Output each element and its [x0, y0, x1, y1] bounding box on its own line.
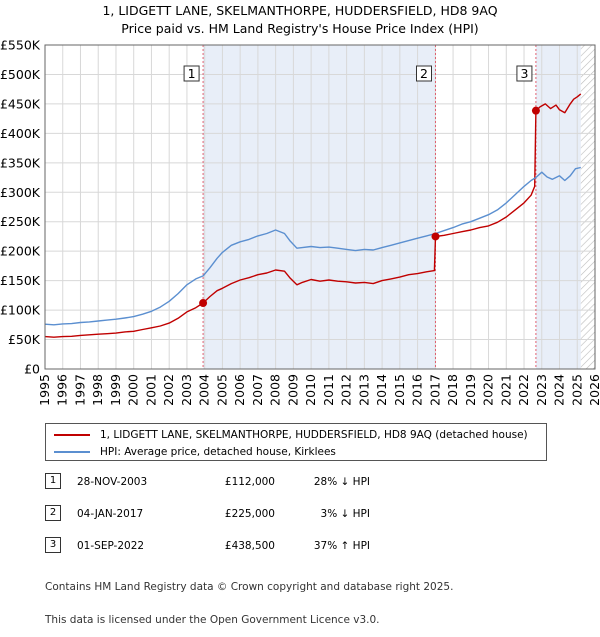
y-tick-label: £300K — [0, 185, 41, 200]
x-tick-label: 2014 — [374, 374, 389, 406]
y-tick-label: £50K — [8, 332, 41, 347]
sale-badge-box-1 — [183, 65, 200, 82]
sale-price: £225,000 — [224, 508, 275, 520]
x-tick-label: 1997 — [72, 374, 87, 406]
legend-label-hpi: HPI: Average price, detached house, Kirk… — [100, 446, 336, 458]
x-tick-label: 2012 — [339, 374, 354, 406]
x-tick-label: 2003 — [179, 374, 194, 406]
x-tick-label: 1995 — [37, 374, 52, 406]
x-tick-label: 2016 — [410, 374, 425, 406]
x-tick-label: 2013 — [356, 374, 371, 406]
sale-date: 01-SEP-2022 — [77, 540, 145, 552]
x-tick-label: 2017 — [427, 374, 442, 406]
y-tick-label: £200K — [0, 244, 41, 259]
sale-number-badge: 2 — [45, 505, 61, 521]
y-tick-label: £450K — [0, 96, 41, 111]
x-tick-label: 2001 — [143, 374, 158, 406]
x-tick-label: 2022 — [516, 374, 531, 406]
series-line-property — [44, 93, 582, 338]
y-tick-label: £150K — [0, 273, 41, 288]
x-tick-label: 2000 — [126, 374, 141, 406]
sale-hpi-diff: 28% ↓ HPI — [313, 476, 370, 488]
hatch-area — [580, 45, 595, 369]
x-tick-label: 2018 — [445, 374, 460, 406]
y-tick-label: £100K — [0, 303, 41, 318]
sale-price: £438,500 — [224, 540, 275, 552]
sale-point-3 — [531, 106, 540, 115]
plot-frame — [44, 44, 596, 370]
x-tick-label: 2021 — [498, 374, 513, 406]
sale-date: 28-NOV-2003 — [77, 476, 148, 488]
chart-title: 1, LIDGETT LANE, SKELMANTHORPE, HUDDERSF… — [0, 2, 600, 38]
sale-price: £112,000 — [224, 476, 275, 488]
x-tick-label: 2010 — [303, 374, 318, 406]
footer-licence: This data is licensed under the Open Gov… — [45, 614, 380, 626]
series-line-hpi — [44, 166, 581, 326]
sale-number-badge: 3 — [45, 537, 61, 553]
sale-hpi-diff: 37% ↑ HPI — [313, 540, 370, 552]
title-line-1: 1, LIDGETT LANE, SKELMANTHORPE, HUDDERSF… — [102, 3, 498, 18]
sale-hpi-diff: 3% ↓ HPI — [320, 508, 370, 520]
x-tick-label: 2006 — [232, 374, 247, 406]
x-tick-label: 2005 — [214, 374, 229, 406]
sale-point-2 — [431, 232, 440, 241]
y-tick-label: £350K — [0, 155, 41, 170]
legend: 1, LIDGETT LANE, SKELMANTHORPE, HUDDERSF… — [45, 423, 547, 461]
title-line-2: Price paid vs. HM Land Registry's House … — [121, 21, 479, 36]
sale-badge-label-3: 3 — [520, 66, 528, 81]
y-tick-label: £400K — [0, 126, 41, 141]
x-tick-label: 2019 — [463, 374, 478, 406]
sale-badge-label-2: 2 — [420, 66, 428, 81]
x-tick-label: 2004 — [197, 374, 212, 406]
sale-number-badge: 1 — [45, 473, 61, 489]
x-tick-label: 2011 — [321, 374, 336, 406]
sale-badge-box-2 — [416, 65, 432, 82]
shade-range-1 — [203, 45, 436, 369]
y-tick-label: £250K — [0, 214, 41, 229]
x-tick-label: 2015 — [392, 374, 407, 406]
x-tick-label: 1996 — [55, 374, 70, 406]
shade-range-2 — [535, 45, 581, 369]
x-tick-label: 2020 — [481, 374, 496, 406]
sale-date: 04-JAN-2017 — [77, 508, 144, 520]
x-tick-label: 2002 — [161, 374, 176, 406]
x-tick-label: 2023 — [534, 374, 549, 406]
legend-swatch-hpi — [54, 451, 90, 453]
x-tick-label: 1998 — [90, 374, 105, 406]
legend-swatch-property — [54, 434, 90, 436]
y-tick-label: £0 — [24, 362, 40, 377]
price-chart: 1 2 3 £0 £50K £100K £150K £200K £250K £300K £350K… — [0, 38, 600, 406]
sale-point-1 — [199, 299, 208, 308]
x-tick-label: 2026 — [587, 374, 600, 406]
footer: Contains HM Land Registry data © Crown c… — [45, 560, 453, 637]
y-tick-label: £500K — [0, 67, 41, 82]
footer-copyright: Contains HM Land Registry data © Crown c… — [45, 581, 454, 593]
sale-badge-label-1: 1 — [188, 66, 196, 81]
legend-label-property: 1, LIDGETT LANE, SKELMANTHORPE, HUDDERSF… — [100, 429, 528, 441]
x-tick-label: 2009 — [285, 374, 300, 406]
sale-badge-box-3 — [516, 65, 533, 82]
x-tick-label: 2008 — [268, 374, 283, 406]
x-tick-label: 2025 — [569, 374, 584, 406]
x-tick-label: 2024 — [552, 374, 567, 406]
x-tick-label: 2007 — [250, 374, 265, 406]
x-tick-label: 1999 — [108, 374, 123, 406]
y-tick-label: £550K — [0, 38, 41, 53]
